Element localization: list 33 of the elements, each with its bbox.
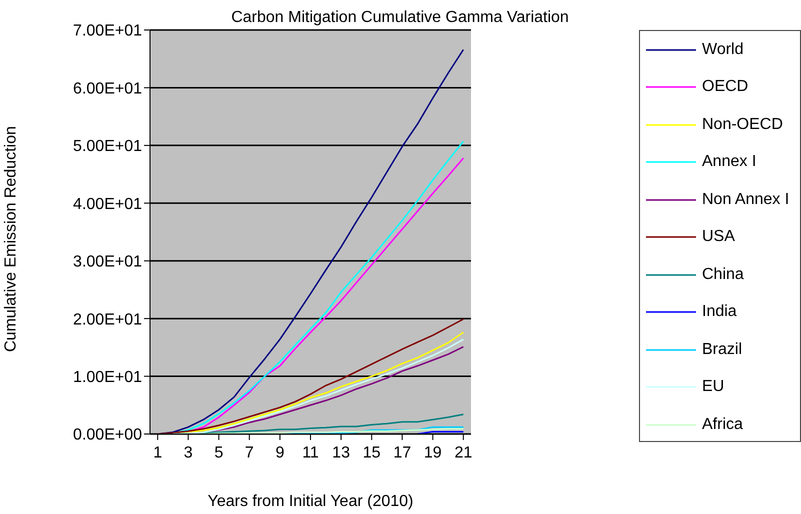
x-tick-label: 17 <box>393 444 412 462</box>
legend-label: China <box>702 266 744 284</box>
legend-label: Africa <box>702 416 743 434</box>
legend-label: OECD <box>702 78 748 96</box>
y-tick-label: 5.00E+01 <box>73 138 142 156</box>
chart-title: Carbon Mitigation Cumulative Gamma Variation <box>231 9 569 26</box>
y-tick-label: 7.00E+01 <box>73 22 142 40</box>
x-axis-title: Years from Initial Year (2010) <box>208 493 414 510</box>
y-tick-label: 1.00E+01 <box>73 368 142 386</box>
x-tick-label: 3 <box>184 444 193 462</box>
x-tick-label: 13 <box>332 444 350 462</box>
y-tick-label: 4.00E+01 <box>73 196 142 213</box>
y-tick-label: 2.00E+01 <box>73 311 142 328</box>
x-tick-label: 7 <box>244 444 254 462</box>
x-tick-label: 11 <box>302 444 319 462</box>
legend-label: EU <box>702 378 724 396</box>
x-tick-label: 21 <box>454 444 472 462</box>
y-axis-title: Cumulative Emission Reduction <box>2 126 20 352</box>
legend-label: Non-OECD <box>702 116 783 134</box>
x-tick-label: 5 <box>214 444 224 462</box>
y-tick-label: 0.00E+00 <box>73 426 142 444</box>
y-tick-label: 6.00E+01 <box>73 80 142 98</box>
y-tick-label: 3.00E+01 <box>73 254 142 271</box>
x-tick-label: 9 <box>275 444 284 462</box>
x-tick-label: 15 <box>362 444 381 462</box>
legend-label: USA <box>702 228 735 246</box>
legend-label: Brazil <box>702 340 742 359</box>
legend-label: Annex I <box>702 153 756 172</box>
x-tick-label: 1 <box>153 444 162 462</box>
x-tick-label: 19 <box>424 444 442 462</box>
legend-label: World <box>702 40 744 59</box>
legend-label: Non Annex I <box>702 190 790 209</box>
legend-label: India <box>702 303 737 322</box>
